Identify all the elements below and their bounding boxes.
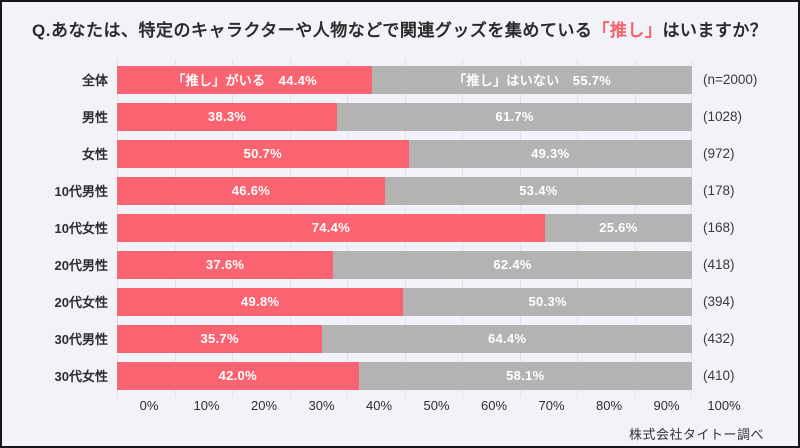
x-axis-tick: 90%: [653, 398, 680, 413]
bar-value-label-yes: 42.0%: [218, 368, 257, 383]
bar-segment-yes: 74.4%: [117, 213, 545, 242]
bar-value-label-yes: 「推し」がいる 44.4%: [172, 73, 318, 88]
x-axis-tick: 30%: [308, 398, 335, 413]
x-axis-tick: 0%: [139, 398, 159, 413]
bar-segment-no: 58.1%: [358, 361, 692, 390]
bar-segment-yes: 「推し」がいる 44.4%: [117, 65, 373, 94]
chart-row-20代男性: 20代男性 37.6% 62.4% (418): [34, 246, 798, 283]
bar-segment-no: 25.6%: [544, 213, 692, 242]
bar-value-label-no: 50.3%: [528, 294, 567, 309]
bar-track: 42.0% 58.1%: [117, 361, 692, 390]
bar-segment-yes: 37.6%: [117, 250, 334, 279]
chart-row-男性: 男性 38.3% 61.7% (1028): [34, 98, 798, 135]
bar-segment-yes: 49.8%: [117, 287, 404, 316]
bar-value-label-yes: 49.8%: [240, 294, 280, 309]
bar-value-label-no: 64.4%: [487, 331, 527, 346]
bar-value-label-yes: 37.6%: [205, 257, 245, 272]
row-label: 20代男性: [54, 258, 108, 273]
sample-size-label: (168): [703, 220, 735, 235]
row-label: 男性: [81, 110, 108, 125]
sample-size-label: (178): [703, 183, 735, 198]
bar-segment-yes: 42.0%: [117, 361, 359, 390]
x-axis-tick: 70%: [538, 398, 565, 413]
row-label: 10代女性: [54, 221, 108, 236]
x-axis: 0% 10% 20% 30% 40% 50% 60% 70% 80% 90% 100%: [140, 398, 741, 418]
bar-segment-no: 62.4%: [333, 250, 692, 279]
bar-track: 46.6% 53.4%: [117, 176, 692, 205]
bar-track: 38.3% 61.7%: [117, 102, 692, 131]
bar-segment-no: 49.3%: [408, 139, 692, 168]
sample-size-label: (972): [703, 146, 735, 161]
sample-size-label: (394): [703, 294, 735, 309]
chart-row-10代女性: 10代女性 74.4% 25.6% (168): [34, 209, 798, 246]
bar-track: 37.6% 62.4%: [117, 250, 692, 279]
bar-value-label-yes: 35.7%: [200, 331, 239, 346]
x-axis-tick: 40%: [365, 398, 393, 413]
bar-value-label-no: 61.7%: [495, 109, 534, 124]
x-axis-tick: 80%: [595, 398, 623, 413]
chart-row-20代女性: 20代女性 49.8% 50.3% (394): [34, 283, 798, 320]
bar-track: 49.8% 50.3%: [117, 287, 692, 316]
bar-track: 50.7% 49.3%: [117, 139, 692, 168]
bar-segment-no: 64.4%: [322, 324, 692, 353]
bar-track: 35.7% 64.4%: [117, 324, 692, 353]
x-axis-tick: 10%: [193, 398, 220, 413]
sample-size-label: (1028): [703, 109, 743, 124]
x-axis-tick: 100%: [707, 398, 741, 413]
chart-row-30代男性: 30代男性 35.7% 64.4% (432): [34, 320, 798, 357]
stacked-bar-chart: 全体 「推し」がいる 44.4% 「推し」はいない 55.7% (n=2000) 男性 3…: [2, 59, 798, 398]
chart-rows: 全体 「推し」がいる 44.4% 「推し」はいない 55.7% (n=2000) 男性 3…: [34, 61, 798, 394]
bar-track: 74.4% 25.6%: [117, 213, 692, 242]
row-label: 20代女性: [54, 295, 108, 310]
bar-segment-yes: 46.6%: [117, 176, 385, 205]
bar-value-label-no: 25.6%: [599, 220, 638, 235]
chart-row-30代女性: 30代女性 42.0% 58.1% (410): [34, 357, 798, 394]
bar-segment-no: 53.4%: [384, 176, 692, 205]
bar-value-label-yes: 50.7%: [243, 146, 282, 161]
row-label: 全体: [81, 73, 108, 88]
x-axis-tick: 50%: [423, 398, 450, 413]
sample-size-label: (432): [703, 331, 735, 346]
bar-segment-yes: 50.7%: [117, 139, 409, 168]
sample-size-label: (410): [703, 368, 735, 383]
bar-value-label-no: 「推し」はいない 55.7%: [453, 73, 612, 88]
x-axis-tick: 20%: [250, 398, 278, 413]
page-title: Q.あなたは、特定のキャラクターや人物などで関連グッズを集めている「推し」はいま…: [2, 2, 798, 44]
row-label: 女性: [81, 147, 108, 162]
bar-value-label-yes: 46.6%: [231, 183, 271, 198]
x-axis-tick: 60%: [480, 398, 508, 413]
source-note: 株式会社タイトー調べ: [628, 427, 764, 442]
bar-value-label-yes: 74.4%: [311, 220, 351, 235]
bar-segment-no: 50.3%: [403, 287, 692, 316]
bar-track: 「推し」がいる 44.4% 「推し」はいない 55.7%: [117, 65, 692, 94]
chart-row-全体: 全体 「推し」がいる 44.4% 「推し」はいない 55.7% (n=2000): [34, 61, 798, 98]
row-label: 30代男性: [54, 332, 108, 347]
bar-segment-yes: 38.3%: [117, 102, 338, 131]
bar-value-label-no: 62.4%: [493, 257, 532, 272]
bar-segment-no: 61.7%: [337, 102, 692, 131]
row-label: 30代女性: [54, 369, 108, 384]
bar-value-label-no: 53.4%: [519, 183, 558, 198]
chart-row-女性: 女性 50.7% 49.3% (972): [34, 135, 798, 172]
title-suffix: はいますか？: [662, 21, 768, 40]
bar-segment-yes: 35.7%: [117, 324, 323, 353]
row-label: 10代男性: [54, 184, 108, 199]
bar-segment-no: 「推し」はいない 55.7%: [372, 65, 692, 94]
chart-row-10代男性: 10代男性 46.6% 53.4% (178): [34, 172, 798, 209]
title-text: Q.あなたは、特定のキャラクターや人物などで関連グッズを集めている: [32, 21, 593, 40]
sample-size-label: (418): [703, 257, 735, 272]
bar-value-label-no: 58.1%: [506, 368, 545, 383]
bar-value-label-no: 49.3%: [531, 146, 570, 161]
title-highlight: 「推し」: [592, 21, 663, 40]
bar-value-label-yes: 38.3%: [207, 109, 247, 124]
sample-size-label: (n=2000): [703, 72, 758, 87]
